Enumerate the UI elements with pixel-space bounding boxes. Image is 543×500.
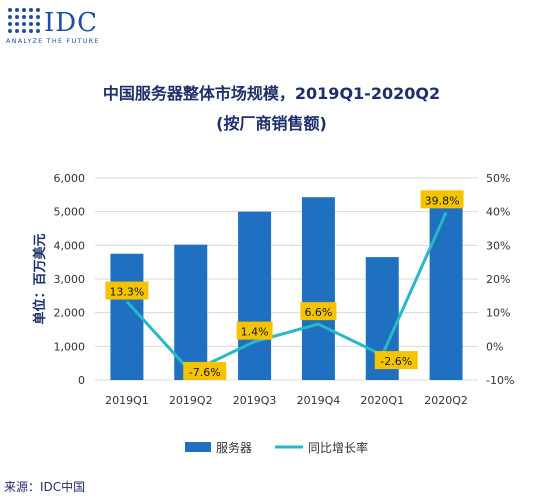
y2-tick-label: -10%	[486, 374, 514, 387]
data-label: 6.6%	[304, 306, 332, 319]
data-label-bg	[183, 361, 227, 380]
y-tick-label: 4,000	[54, 239, 86, 252]
x-tick-label: 2019Q2	[169, 394, 213, 407]
y2-tick-label: 50%	[486, 172, 510, 185]
line-series	[125, 211, 448, 374]
chart-title: 中国服务器整体市场规模，2019Q1-2020Q2	[102, 84, 441, 103]
bar	[110, 253, 144, 380]
y2-tick-label: 30%	[486, 239, 510, 252]
bar	[238, 211, 272, 380]
y-tick-label: 5,000	[54, 206, 86, 219]
data-label: 1.4%	[241, 326, 269, 339]
data-label: 13.3%	[109, 286, 144, 299]
x-tick-label: 2020Q2	[424, 394, 468, 407]
data-labels: 13.3% -7.6% 1.4% 6.6% -2.6% 39.8%	[105, 190, 464, 380]
legend-bar-label: 服务器	[216, 440, 252, 455]
x-tick-label: 2019Q4	[297, 394, 341, 407]
data-label-bg	[374, 351, 418, 370]
logo-tagline: ANALYZE THE FUTURE	[6, 37, 100, 45]
y2-tick-label: 0%	[486, 340, 503, 353]
logo-brand: IDC	[44, 8, 99, 38]
bar	[429, 190, 463, 380]
y2-tick-label: 10%	[486, 307, 510, 320]
y-axis-label: 单位：百万美元	[32, 233, 48, 324]
x-tick-label: 2020Q1	[360, 394, 404, 407]
chart-canvas: 13.3% -7.6% 1.4% 6.6% -2.6% 39.8% 0 1,000 2,000…	[32, 172, 514, 455]
y-tick-label: 6,000	[54, 172, 86, 185]
legend-line-label: 同比增长率	[308, 440, 368, 455]
idc-logo-mark	[8, 8, 40, 33]
y2-tick-label: 20%	[486, 273, 510, 286]
x-tick-label: 2019Q1	[105, 394, 149, 407]
data-label-bg	[105, 281, 149, 300]
y-tick-label: 1,000	[54, 340, 86, 353]
data-label-bg	[420, 190, 464, 209]
idc-logo: IDC ANALYZE THE FUTURE	[6, 6, 146, 50]
bar-series	[110, 190, 463, 380]
legend-bar-swatch	[185, 442, 211, 452]
grid-lines	[95, 177, 478, 381]
legend: 服务器 同比增长率	[185, 440, 368, 455]
growth-line	[125, 211, 448, 374]
y-tick-label: 0	[78, 374, 85, 387]
data-label: 39.8%	[425, 194, 460, 207]
bar	[301, 197, 335, 380]
chart-subtitle: (按厂商销售额)	[216, 114, 327, 133]
bar	[174, 244, 208, 380]
data-label-bg	[236, 321, 273, 340]
y2-tick-label: 40%	[486, 206, 510, 219]
axes: 0 1,000 2,000 3,000 4,000 5,000 6,000 -10% 0% 10%…	[32, 172, 514, 407]
data-label: -7.6%	[189, 366, 221, 379]
y-tick-label: 3,000	[54, 273, 86, 286]
data-label-bg	[300, 302, 337, 321]
data-label: -2.6%	[380, 355, 412, 368]
y-tick-label: 2,000	[54, 307, 86, 320]
source-note: 来源：IDC中国	[4, 480, 86, 494]
x-tick-label: 2019Q3	[233, 394, 277, 407]
